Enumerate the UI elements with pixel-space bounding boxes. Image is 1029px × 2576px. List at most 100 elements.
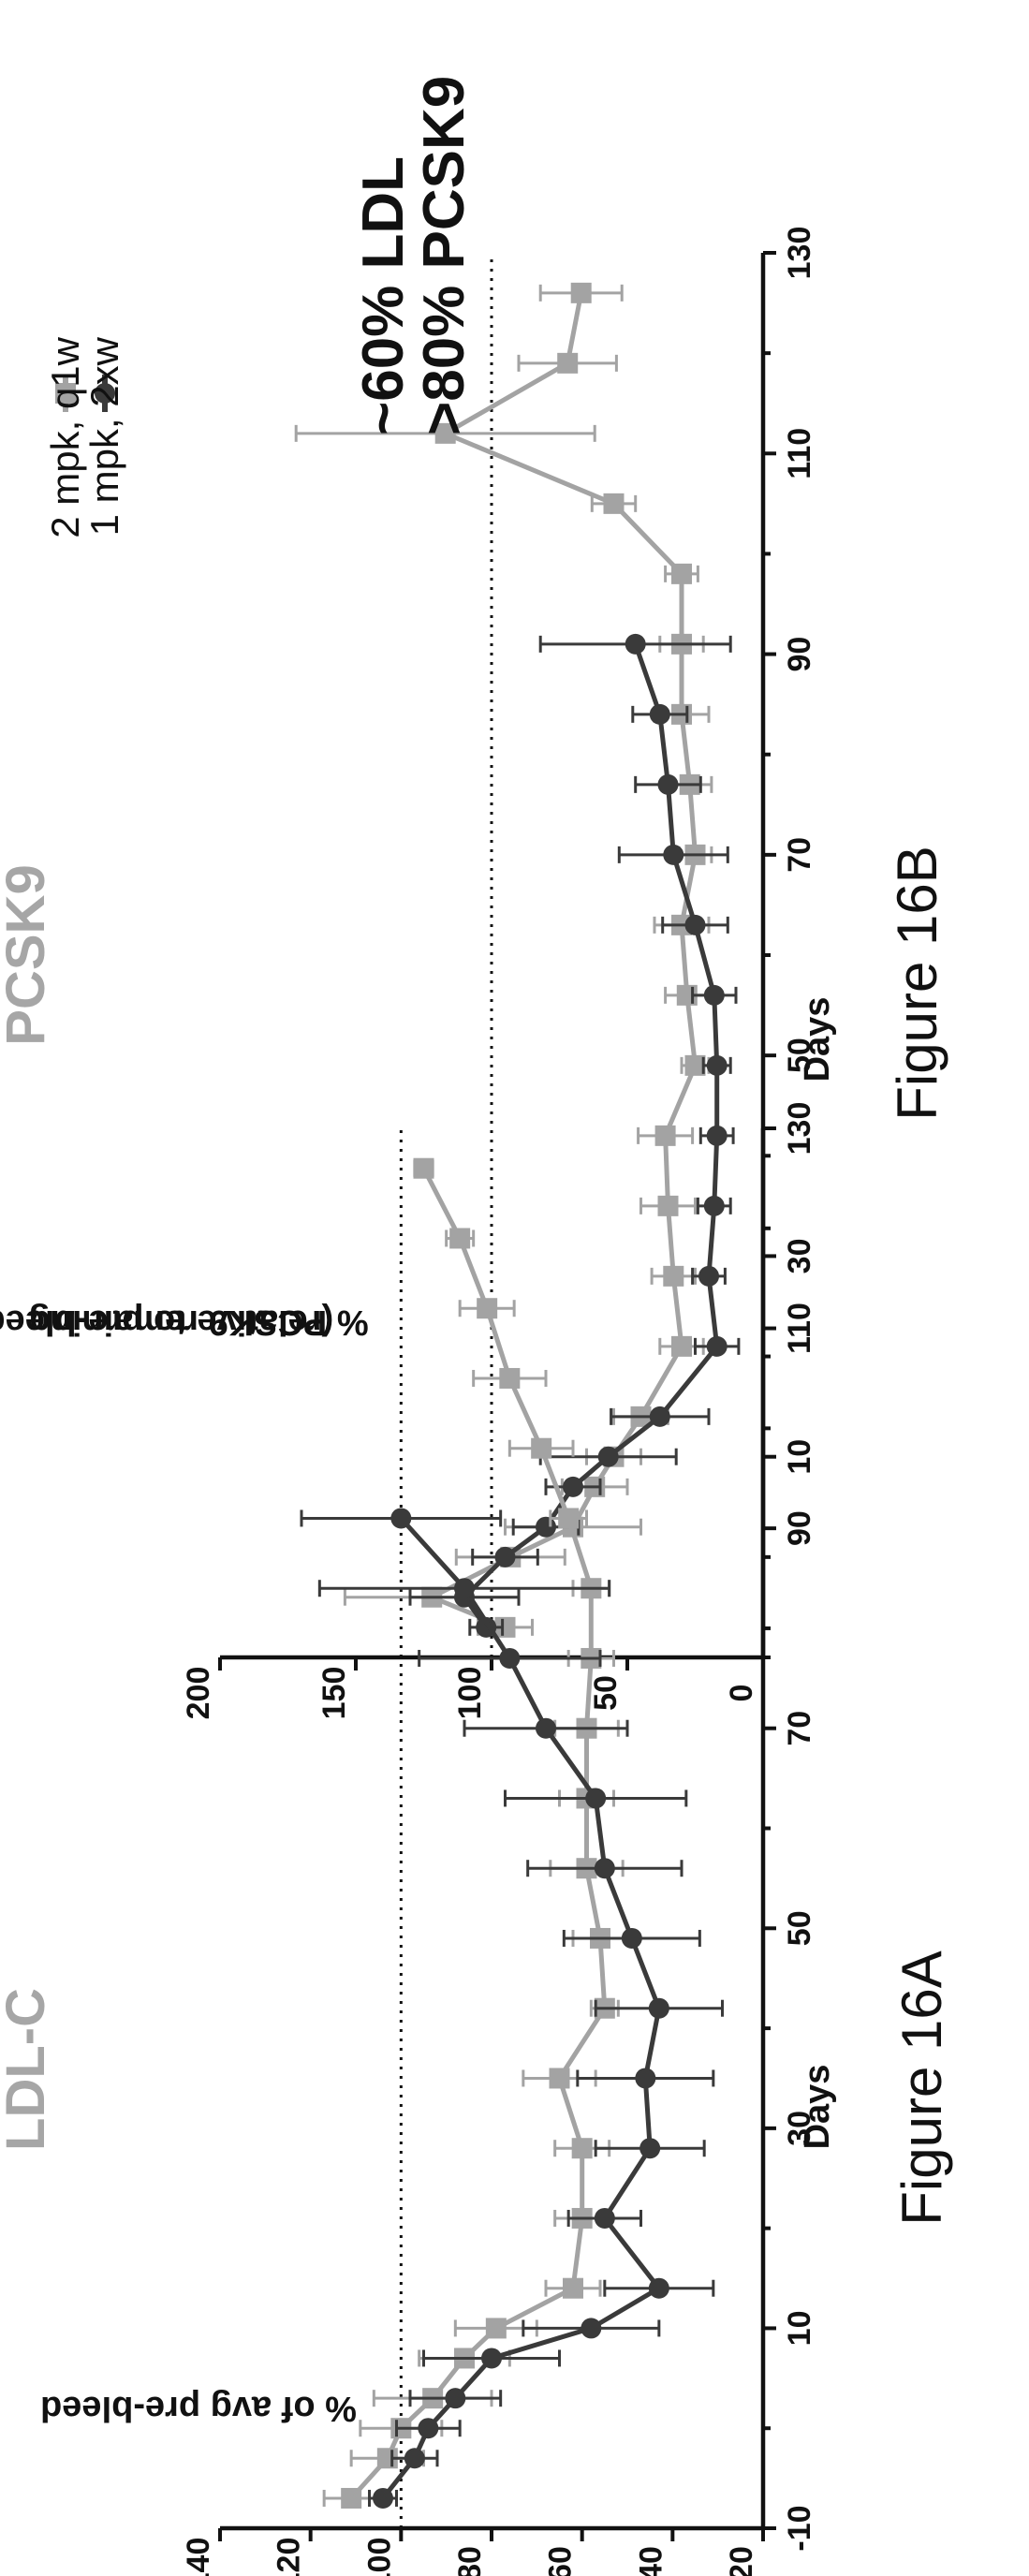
ldl-c-series-q1w-point [558,1508,580,1529]
pcsk9-series-q1w-point [570,282,592,303]
pcsk9-series-biw-point [703,984,725,1006]
ldl-c-series-q1w-point [449,1228,471,1249]
ldl-c-series-biw-point [390,1508,412,1529]
y-axis-title-line1-pcsk9: % PCSK9 remaining [28,1303,368,1342]
ldl-c-series-biw-point [594,2207,615,2229]
pcsk9-series-biw-point [536,1516,556,1538]
ldl-c-series-q1w-point [499,1367,521,1389]
ldl-c-series-biw-point [404,2448,425,2469]
ldl-c-series-biw-point [621,1927,642,1949]
ldl-c-series-q1w-point [485,2318,507,2339]
pcsk9-series-biw-point [494,1546,516,1568]
ldl-c-series-biw-point [445,2388,466,2409]
panel-title-ldl-c: LDL-C [0,1988,56,2151]
ldl-c-x-tick-label: 90 [782,1510,817,1546]
ldl-c-series-q1w-point [549,2068,570,2089]
pcsk9-y-tick-label: 50 [588,1675,624,1711]
ldl-c-y-tick-label: 140 [181,2538,216,2576]
pcsk9-series-q1w-point [663,1265,684,1287]
ldl-c-series-q1w-point [477,1298,498,1319]
plot-area-pcsk9: 10 30 50 70 90 110 130 0 50 100 150 200 [181,227,817,1720]
pcsk9-series-biw-point [649,703,670,725]
panel-pcsk9: PCSK9 % PCSK9 remaining (relative to pre… [0,227,948,1720]
ldl-c-y-tick-label: 40 [633,2546,669,2576]
ldl-c-y-tick-label: 100 [361,2538,397,2576]
pcsk9-series-biw-point [625,633,646,655]
ldl-c-x-tick-label: 30 [782,2111,817,2146]
pcsk9-series-q1w-point [654,1125,676,1146]
pcsk9-series-q1w-point [657,1195,679,1216]
ldl-c-y-tick-label: 80 [452,2546,488,2576]
y-axis-title-ldl-c: % of avg pre-bleed [40,2389,357,2428]
pcsk9-series-q1w-point [684,1054,706,1076]
x-axis-title-ldl-c: Days [798,2065,837,2150]
ldl-c-series-biw-point [454,1578,475,1599]
ldl-c-series-biw-point [499,1647,521,1669]
ldl-c-series-biw-point [373,2487,393,2509]
ldl-c-series-q1w-point [341,2487,362,2509]
legend-circle-marker-icon [95,383,115,404]
ldl-c-series-biw-point [585,1788,607,1809]
ldl-c-series-biw-point [635,2068,656,2089]
pcsk9-series-q1w-point [494,1616,516,1638]
pcsk9-series-biw-point [703,1195,725,1216]
legend-label-biw: 1 mpk, 2xw [82,336,126,536]
pcsk9-series-q1w-line [426,292,698,1630]
ldl-c-x-tick-label: 70 [782,1711,817,1746]
annotation-pcsk9: >80% PCSK9 [412,76,477,435]
ldl-c-series-biw-point [648,2277,669,2299]
pcsk9-x-tick-label: 90 [782,637,817,672]
pcsk9-series-biw-point [706,1335,728,1357]
pcsk9-y-tick-label: 100 [452,1667,488,1720]
y-axis-title-line2-pcsk9: (relative to pre-bleed) [0,1303,333,1342]
ldl-c-x-tick-label: 50 [782,1910,817,1946]
ldl-c-series-q1w-point [563,2277,583,2299]
pcsk9-series-biw-point [684,914,706,935]
legend-square-marker-icon [55,383,76,404]
ldl-c-series-q1w-line [349,1167,608,2500]
pcsk9-series-biw-point [663,844,684,865]
pcsk9-series-biw-point [597,1446,619,1467]
ldl-c-series-q1w-point [571,2138,593,2159]
ldl-c-series-biw-point [594,1858,615,1879]
ldl-c-y-tick-label: 20 [724,2546,759,2576]
ldl-c-series-biw-point [536,1717,556,1739]
pcsk9-y-tick-label: 200 [181,1667,216,1720]
pcsk9-y-tick-label: 0 [724,1685,759,1702]
pcsk9-series-biw-point [706,1054,728,1076]
pcsk9-x-tick-label: 70 [782,837,817,873]
pcsk9-x-tick-label: 30 [782,1239,817,1274]
pcsk9-series-q1w-point [671,563,692,584]
pcsk9-x-tick-label: 110 [782,428,817,479]
pcsk9-series-q1w-point [557,352,579,374]
pcsk9-series-q1w-point [603,493,625,514]
ldl-c-series-biw-point [418,2418,439,2439]
panel-title-pcsk9: PCSK9 [0,864,56,1045]
ldl-c-series-biw-point [639,2138,661,2159]
ldl-c-x-tick-label: 10 [782,2311,817,2347]
figure-label-16b: Figure 16B [886,846,948,1121]
ldl-c-series-biw-point [481,2348,502,2369]
panel-ldl-c: LDL-C % of avg pre-bleed Days Figure 16A… [0,1102,953,2576]
pcsk9-x-tick-label: 50 [782,1038,817,1073]
ldl-c-x-tick-label: 110 [782,1303,817,1354]
pcsk9-series-biw-point [698,1265,719,1287]
ldl-c-y-tick-label: 60 [543,2546,579,2576]
legend: 2 mpk, q1w 1 mpk, 2xw [43,336,126,537]
pcsk9-series-biw-point [657,773,679,795]
legend-label-q1w: 2 mpk, q1w [43,336,87,537]
ldl-c-series-q1w-point [413,1157,434,1179]
ldl-c-series-q1w-point [531,1437,552,1459]
pcsk9-y-tick-label: 150 [316,1667,352,1720]
ldl-c-x-tick-label: 130 [782,1102,817,1156]
pcsk9-series-q1w-point [434,422,456,444]
ldl-c-series-biw-point [581,2318,602,2339]
legend-item-q1w: 2 mpk, q1w [43,336,87,537]
x-axis-title-pcsk9: Days [798,997,837,1082]
ldl-c-series-biw-point [648,1997,669,2019]
annotation-ldl: ~60% LDL [351,156,416,435]
pcsk9-series-biw-point [706,1125,728,1146]
pcsk9-series-biw-point [649,1406,670,1427]
